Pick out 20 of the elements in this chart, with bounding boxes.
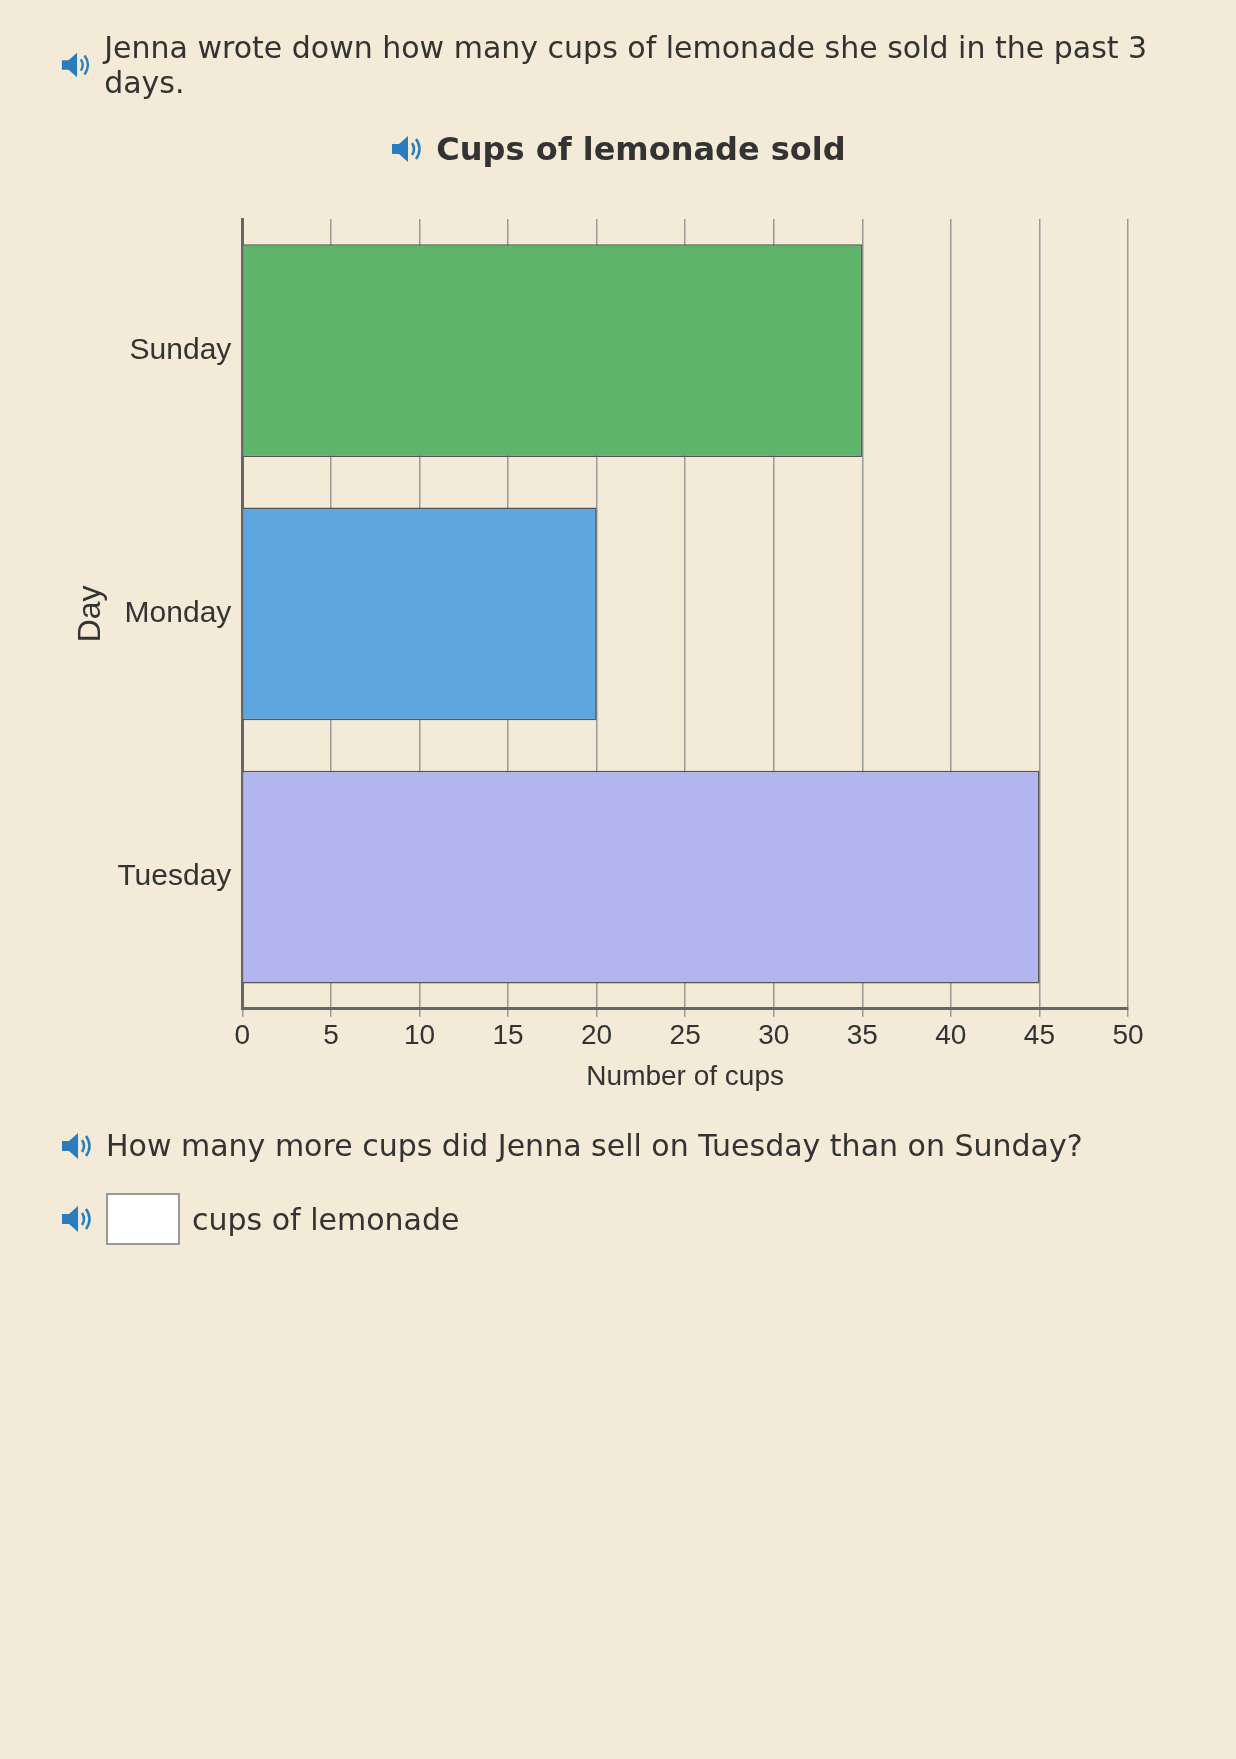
x-tick-label: 15: [492, 1019, 524, 1051]
x-tick-label: 10: [403, 1019, 436, 1051]
text: cups of lemonade: [192, 1201, 460, 1237]
x-tick-label: 5: [323, 1019, 339, 1051]
y-tick-label: Tuesday: [117, 858, 232, 892]
y-tick-label: Monday: [124, 595, 232, 629]
x-tick-label: 50: [1112, 1019, 1144, 1051]
y-tick-label: Sunday: [129, 331, 232, 365]
x-tick-label: 20: [581, 1019, 613, 1051]
x-tick-label: 45: [1023, 1019, 1056, 1051]
text: How many more cups did Jenna sell on Tuesday than on Sunday?: [106, 1128, 1083, 1163]
x-tick-label: 0: [234, 1019, 251, 1051]
x-tick-label: 35: [846, 1019, 878, 1051]
x-tick-label: 25: [669, 1019, 701, 1051]
y-axis-title: Day: [71, 585, 108, 643]
x-axis-title: Number of cups: [586, 1059, 784, 1091]
text: Jenna wrote down how many cups of lemonade she sold in the past 3 days.: [104, 30, 1149, 100]
x-tick-label: 40: [935, 1019, 967, 1051]
x-tick-label: 30: [758, 1019, 790, 1051]
chart-title: Cups of lemonade sold: [436, 130, 846, 168]
